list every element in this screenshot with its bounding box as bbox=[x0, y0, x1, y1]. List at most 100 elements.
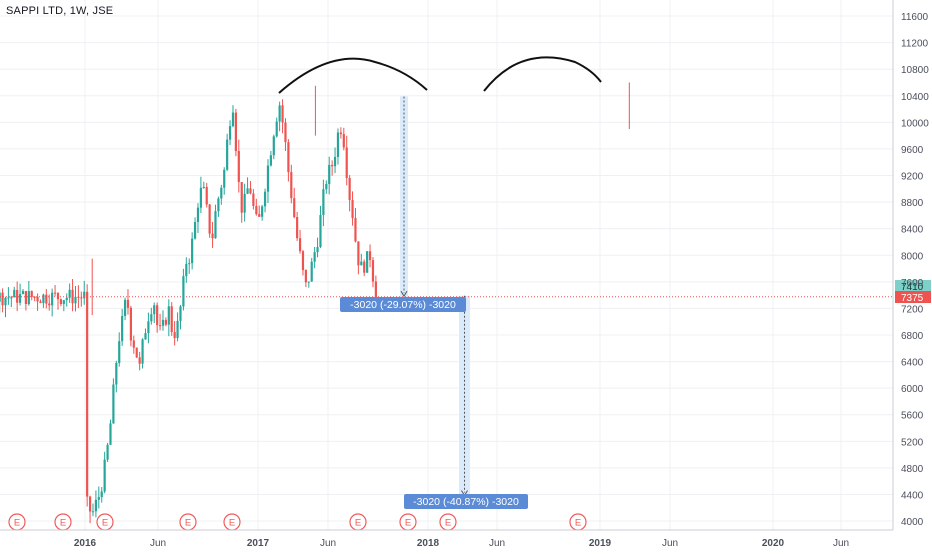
candle-down bbox=[135, 347, 138, 358]
earnings-label: E bbox=[102, 518, 108, 529]
candle-layer bbox=[0, 82, 630, 524]
candle-up bbox=[193, 222, 197, 239]
candle-down bbox=[348, 177, 351, 200]
candle-up bbox=[325, 184, 328, 190]
candle-up bbox=[313, 252, 316, 262]
candle-up bbox=[123, 299, 127, 317]
candle-up bbox=[7, 297, 10, 299]
candle-down bbox=[170, 306, 173, 333]
candle-down bbox=[48, 303, 51, 306]
earnings-label: E bbox=[60, 518, 66, 529]
earnings-label: E bbox=[229, 518, 235, 529]
price-tag-lower: 7375 bbox=[901, 293, 924, 304]
candle-up bbox=[97, 497, 100, 500]
candle-down bbox=[301, 251, 305, 271]
candle-up bbox=[366, 251, 369, 273]
candle-up bbox=[65, 297, 68, 301]
candle-down bbox=[33, 296, 36, 298]
candle-up bbox=[316, 247, 319, 253]
candle-up bbox=[94, 499, 98, 512]
candle-up bbox=[100, 491, 103, 498]
candle-down bbox=[298, 238, 302, 252]
candle-down bbox=[342, 134, 345, 148]
measure-arrow-head bbox=[400, 290, 408, 298]
candle-down bbox=[129, 307, 132, 341]
candle-up bbox=[161, 319, 165, 326]
x-tick-label: Jun bbox=[662, 538, 678, 549]
candle-down bbox=[208, 204, 211, 234]
candle-down bbox=[59, 299, 63, 304]
y-tick-label: 8400 bbox=[901, 225, 924, 236]
chart-title: SAPPI LTD, 1W, JSE bbox=[6, 5, 114, 17]
candle-up bbox=[360, 261, 363, 266]
candle-up bbox=[150, 314, 153, 322]
candle-up bbox=[167, 306, 170, 325]
y-tick-label: 11600 bbox=[901, 12, 929, 23]
y-tick-label: 10800 bbox=[901, 65, 929, 76]
candle-down bbox=[304, 270, 307, 283]
candle-up bbox=[217, 198, 220, 212]
candle-up bbox=[62, 300, 65, 304]
candle-down bbox=[281, 105, 284, 123]
candle-down bbox=[30, 291, 33, 297]
candle-up bbox=[333, 156, 337, 167]
candle-up bbox=[328, 164, 331, 185]
candle-up bbox=[307, 281, 310, 283]
candle-up bbox=[27, 291, 30, 305]
candle-down bbox=[371, 260, 375, 282]
candle-up bbox=[42, 294, 45, 304]
candle-up bbox=[310, 261, 313, 282]
candle-down bbox=[126, 299, 130, 308]
candle-up bbox=[269, 155, 272, 166]
price-tag-upper-bg bbox=[895, 280, 931, 292]
candle-up bbox=[263, 191, 267, 207]
candle-up bbox=[266, 165, 270, 192]
arc-left-shoulder bbox=[278, 57, 428, 94]
x-tick-label: Jun bbox=[489, 538, 505, 549]
candle-down bbox=[53, 292, 57, 294]
measure-label: -3020 (-29.07%) -3020 bbox=[350, 299, 456, 311]
candle-up bbox=[182, 276, 185, 307]
candle-up bbox=[228, 126, 232, 140]
price-tag-upper: 7410 bbox=[901, 282, 924, 293]
candle-down bbox=[357, 241, 360, 266]
x-tick-label: Jun bbox=[320, 538, 336, 549]
y-tick-label: 8000 bbox=[901, 251, 924, 262]
candle-down bbox=[284, 122, 287, 143]
candle-up bbox=[214, 211, 217, 239]
y-tick-label: 9200 bbox=[901, 172, 924, 183]
candle-down bbox=[339, 132, 342, 135]
candle-down bbox=[211, 233, 214, 239]
measure-label-bg bbox=[404, 494, 528, 509]
candle-up bbox=[144, 333, 147, 340]
candle-up bbox=[226, 139, 229, 170]
candle-up bbox=[21, 291, 25, 295]
candle-down bbox=[252, 193, 255, 206]
y-tick-label: 4400 bbox=[901, 490, 924, 501]
candle-up bbox=[191, 238, 194, 264]
candle-up bbox=[118, 341, 121, 363]
candle-up bbox=[74, 296, 77, 304]
candle-down bbox=[77, 296, 80, 298]
x-tick-label: 2019 bbox=[589, 538, 612, 549]
candle-down bbox=[132, 340, 135, 348]
candle-up bbox=[18, 294, 22, 303]
candle-down bbox=[156, 305, 159, 326]
earnings-label: E bbox=[405, 518, 411, 529]
candle-up bbox=[51, 292, 54, 306]
candle-up bbox=[336, 132, 340, 157]
y-tick-label: 6400 bbox=[901, 358, 924, 369]
candle-up bbox=[246, 188, 249, 194]
candle-up bbox=[261, 206, 264, 217]
x-tick-label: Jun bbox=[150, 538, 166, 549]
candle-down bbox=[287, 142, 290, 173]
candle-down bbox=[240, 182, 243, 213]
earnings-label: E bbox=[355, 518, 361, 529]
candle-up bbox=[272, 136, 275, 156]
candle-down bbox=[24, 291, 28, 305]
y-tick-label: 10000 bbox=[901, 118, 929, 129]
candle-down bbox=[86, 291, 89, 497]
earnings-label: E bbox=[14, 518, 20, 529]
candle-down bbox=[56, 293, 60, 300]
x-tick-label: 2020 bbox=[762, 538, 785, 549]
